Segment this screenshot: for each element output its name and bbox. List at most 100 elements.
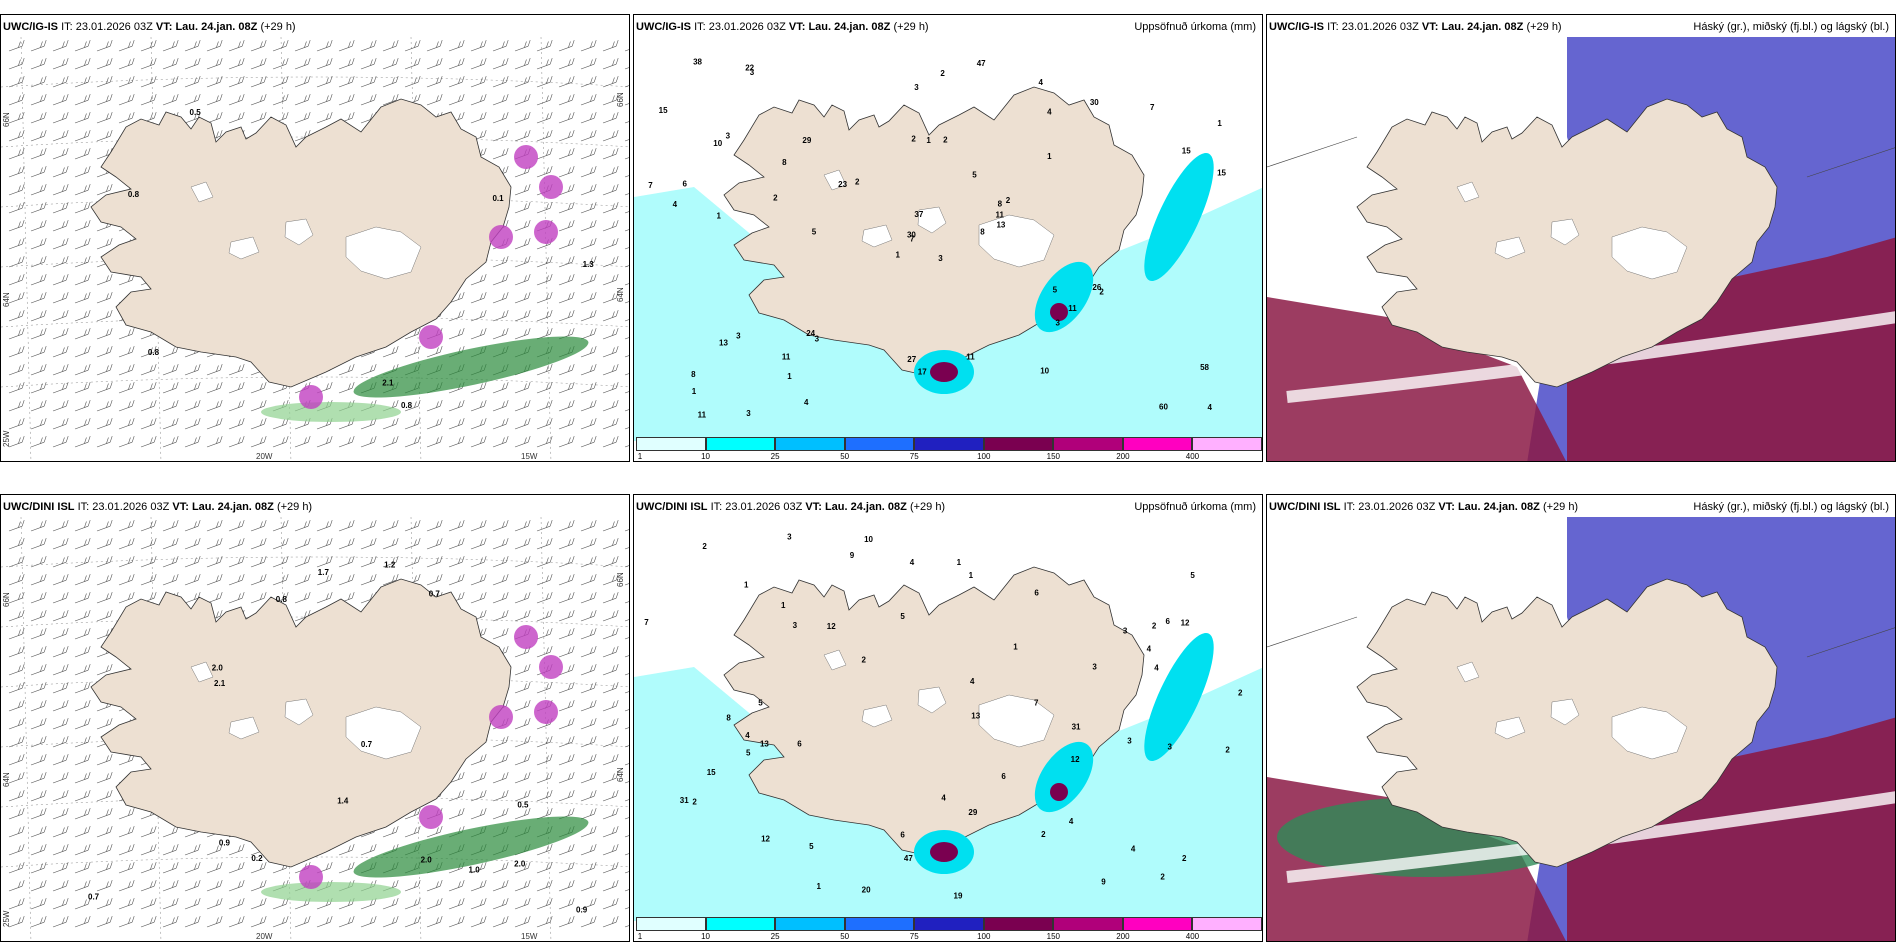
colorbar-label: 400	[1185, 452, 1200, 461]
wind-barb-icon	[492, 58, 509, 70]
wind-barb-icon	[294, 436, 311, 448]
wind-barb-icon	[140, 436, 157, 448]
precip-value: 12	[1181, 618, 1190, 627]
precip-value: 8	[998, 200, 1003, 209]
wind-barb-icon	[8, 76, 25, 88]
high-cloud-area	[1567, 237, 1895, 461]
wind-barb-icon	[52, 418, 69, 430]
wind-barb-icon	[96, 556, 113, 568]
precip-value: 11	[1068, 304, 1077, 313]
wind-barb-icon	[228, 436, 245, 448]
wind-barb-icon	[74, 76, 91, 88]
wind-barb-icon	[118, 520, 135, 532]
axis-label: 64N	[616, 287, 625, 302]
wind-barb-icon	[448, 574, 465, 586]
wind-barb-icon	[624, 423, 629, 430]
wind-barb-icon	[30, 772, 47, 784]
wind-barb-icon	[272, 520, 289, 532]
wind-barb-icon	[8, 436, 25, 448]
wind-barb-icon	[404, 436, 421, 448]
wind-barb-icon	[52, 184, 69, 196]
wind-barb-icon	[580, 880, 597, 892]
longitude-line	[20, 37, 32, 461]
axis-label: 64N	[2, 772, 11, 787]
wind-barb-icon	[514, 112, 531, 124]
wind-barb-icon	[580, 808, 597, 820]
wind-barb-icon	[624, 867, 629, 874]
wind-barb-icon	[228, 400, 245, 412]
wind-barb-icon	[8, 274, 25, 286]
wind-barb-icon	[558, 112, 575, 124]
wind-barb-icon	[426, 346, 443, 358]
panel-dini-cloud: UWC/DINI ISL IT: 23.01.2026 03Z VT: Lau.…	[1266, 494, 1896, 942]
glacier-area	[1611, 706, 1688, 760]
glacier-area	[1611, 226, 1688, 280]
wind-barb-icon	[558, 718, 575, 730]
precip-band	[261, 882, 401, 902]
wind-barb-icon	[96, 382, 113, 394]
wind-barb-icon	[8, 682, 25, 694]
colorbar-label: 100	[977, 932, 991, 941]
wind-barb-icon	[514, 556, 531, 568]
precip-value: 31	[1072, 723, 1081, 732]
wind-barb-icon	[558, 916, 575, 928]
wind-barb-icon	[360, 538, 377, 550]
axis-label: 15W	[521, 452, 538, 461]
wind-barb-icon	[8, 520, 25, 532]
intense-cell	[419, 325, 443, 349]
wind-barb-icon	[30, 202, 47, 214]
latitude-line	[1, 856, 629, 868]
wind-barb-icon	[8, 844, 25, 856]
wind-barb-icon	[162, 556, 179, 568]
wind-barb-icon	[514, 754, 531, 766]
wind-barb-icon	[536, 646, 553, 658]
wind-barb-icon	[624, 849, 629, 856]
wind-barb-icon	[272, 538, 289, 550]
precip-value: 12	[1071, 755, 1080, 764]
wind-barb-icon	[580, 130, 597, 142]
wind-barb-icon	[52, 328, 69, 340]
wind-barb-icon	[602, 76, 619, 88]
wind-barb-icon	[558, 772, 575, 784]
wind-barb-icon	[514, 256, 531, 268]
precip-value: 1	[1047, 152, 1052, 161]
wind-barb-icon	[426, 520, 443, 532]
wind-barb-icon	[162, 538, 179, 550]
wind-barb-icon	[580, 628, 597, 640]
wind-barb-icon	[492, 772, 509, 784]
longitude-line	[150, 517, 162, 941]
wind-barb-icon	[272, 58, 289, 70]
wind-barb-icon	[492, 310, 509, 322]
wind-barb-icon	[514, 808, 531, 820]
precip-value: 2	[940, 69, 945, 78]
wind-barb-icon	[624, 687, 629, 694]
wind-barb-icon	[52, 148, 69, 160]
wind-barb-icon	[52, 538, 69, 550]
wind-barb-icon	[228, 592, 245, 604]
wind-barb-icon	[74, 628, 91, 640]
wind-barb-icon	[514, 898, 531, 910]
wind-barb-icon	[536, 682, 553, 694]
wind-barb-icon	[624, 99, 629, 106]
wind-barb-icon	[206, 382, 223, 394]
wind-barb-icon	[580, 610, 597, 622]
wind-barb-icon	[580, 898, 597, 910]
wind-barb-icon	[228, 520, 245, 532]
wind-barb-icon	[316, 40, 333, 52]
wind-barb-icon	[360, 436, 377, 448]
glacier-area	[823, 169, 847, 191]
wind-barb-icon	[118, 346, 135, 358]
wind-barb-icon	[96, 754, 113, 766]
precip-value: 12	[761, 834, 770, 843]
glacier-area	[917, 686, 947, 714]
glacier-area	[1456, 661, 1480, 683]
wind-barb-icon	[30, 436, 47, 448]
wind-barb-icon	[470, 880, 487, 892]
wind-barb-icon	[514, 238, 531, 250]
panel-ig-precip: UWC/IG-IS IT: 23.01.2026 03Z VT: Lau. 24…	[633, 14, 1263, 462]
wind-barb-icon	[558, 274, 575, 286]
precip-value: 15	[707, 768, 716, 777]
wind-barb-icon	[30, 664, 47, 676]
wind-barb-icon	[426, 418, 443, 430]
precip-value: 1	[692, 387, 697, 396]
